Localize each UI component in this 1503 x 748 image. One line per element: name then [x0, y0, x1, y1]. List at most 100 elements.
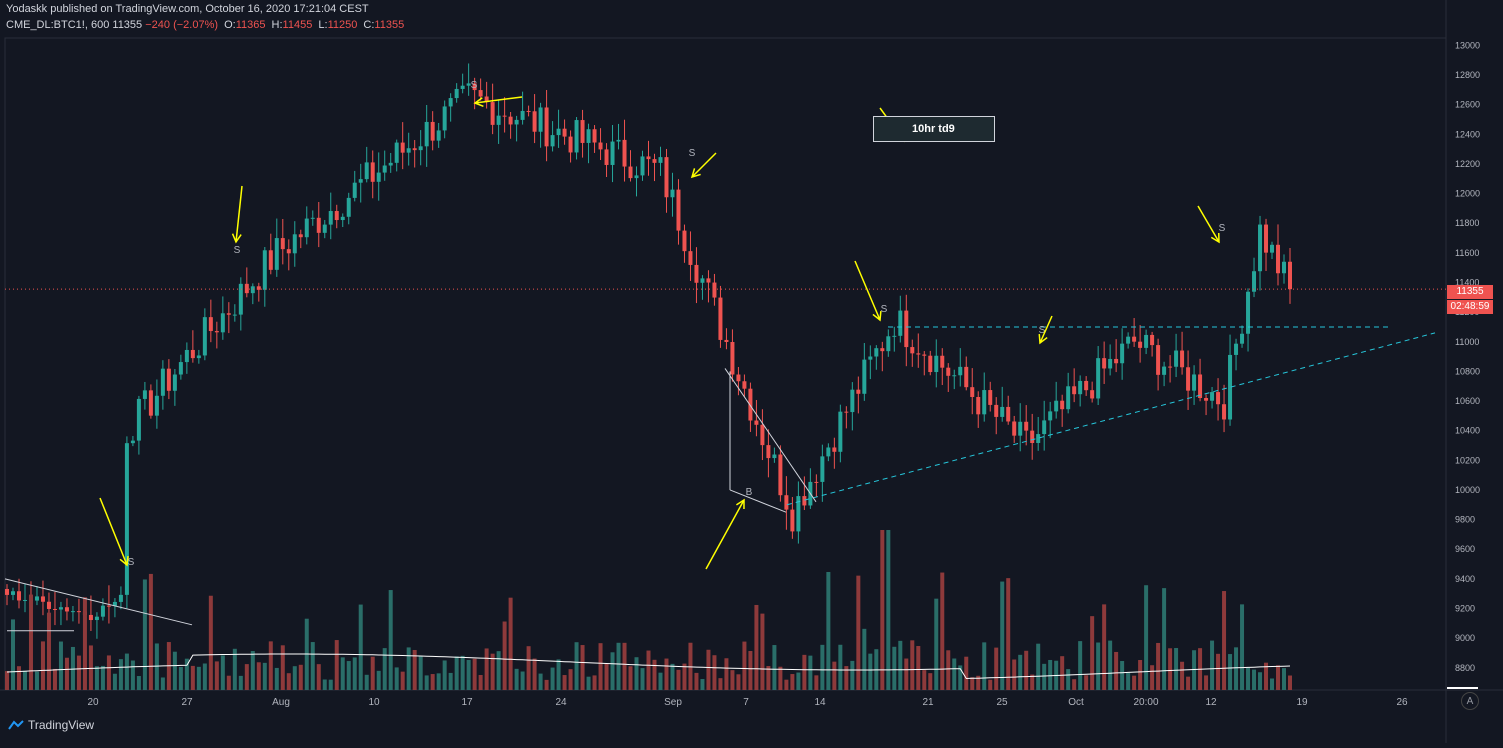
- candle-body: [496, 115, 501, 125]
- candle-body: [262, 250, 267, 290]
- candle-body: [196, 355, 201, 359]
- volume-bar: [946, 650, 951, 690]
- signal-label: S: [234, 245, 241, 256]
- candle-body: [226, 313, 231, 315]
- candle-body: [106, 605, 111, 607]
- y-tick-label: 9800: [1455, 515, 1475, 525]
- volume-bar: [568, 669, 573, 690]
- candle-body: [22, 599, 27, 601]
- yellow-arrow-shaft: [1039, 315, 1053, 344]
- low-value: 11250: [327, 19, 358, 31]
- volume-bar: [394, 667, 399, 690]
- candle-body: [370, 162, 375, 182]
- candle-body: [574, 120, 579, 153]
- candle-body: [532, 111, 537, 132]
- candle-body: [112, 601, 117, 607]
- ohlc-legend: CME_DL:BTC1!, 600 11355 −240 (−2.07%) O:…: [6, 19, 404, 31]
- volume-bar: [1180, 661, 1185, 690]
- candle-body: [1108, 358, 1113, 369]
- candle-body: [52, 608, 57, 610]
- volume-bar: [1258, 672, 1263, 690]
- candle-body: [946, 367, 951, 376]
- volume-bar: [244, 664, 249, 690]
- candle-body: [850, 389, 855, 413]
- volume-bar: [160, 677, 165, 690]
- candle-body: [1246, 291, 1251, 334]
- volume-bar: [112, 673, 117, 690]
- volume-bar: [658, 672, 663, 690]
- volume-bar: [598, 643, 603, 690]
- candle-body: [682, 230, 687, 252]
- volume-bar: [736, 674, 741, 690]
- volume-bar: [262, 662, 267, 690]
- candle-body: [1150, 334, 1155, 346]
- y-tick-label: 11400: [1455, 278, 1479, 288]
- volume-bar: [850, 660, 855, 690]
- volume-bar: [910, 640, 915, 690]
- volume-bar: [520, 671, 525, 690]
- open-value: 11365: [235, 19, 266, 31]
- candle-body: [208, 317, 213, 332]
- volume-bar: [274, 667, 279, 690]
- candle-body: [154, 395, 159, 416]
- volume-bar: [370, 656, 375, 690]
- candle-body: [436, 130, 441, 141]
- volume-bar: [82, 597, 87, 690]
- candle-body: [820, 456, 825, 482]
- volume-bar: [988, 679, 993, 690]
- volume-bar: [1108, 640, 1113, 690]
- auto-scale-button[interactable]: A: [1461, 692, 1479, 710]
- volume-bar: [1012, 659, 1017, 690]
- candle-body: [34, 596, 39, 601]
- volume-bar: [1126, 672, 1131, 690]
- countdown-tag: 02:48:59: [1447, 300, 1493, 314]
- volume-bar: [766, 666, 771, 690]
- volume-bar: [1144, 585, 1149, 690]
- candle-body: [1258, 224, 1263, 272]
- x-tick-label: 25: [996, 697, 1008, 708]
- candle-body: [478, 90, 483, 97]
- candle-body: [364, 162, 369, 180]
- yellow-arrow-head: [872, 310, 882, 322]
- candle-body: [454, 88, 459, 99]
- volume-bar: [310, 642, 315, 690]
- volume-bar: [712, 655, 717, 690]
- candle-body: [556, 128, 561, 136]
- candle-body: [238, 283, 243, 315]
- candle-body: [136, 398, 141, 441]
- volume-bar: [1120, 661, 1125, 690]
- candle-body: [1264, 224, 1269, 253]
- candle-body: [352, 182, 357, 198]
- candle-body: [442, 106, 447, 131]
- volume-bar: [688, 642, 693, 690]
- volume-bar: [1132, 675, 1137, 690]
- volume-bar: [1270, 678, 1275, 690]
- candle-body: [766, 445, 771, 459]
- volume-bar: [724, 658, 729, 690]
- candle-body: [76, 611, 81, 613]
- yellow-arrow-head: [231, 233, 242, 244]
- candle-body: [58, 607, 63, 610]
- candle-body: [1156, 345, 1161, 375]
- x-tick-label: Oct: [1068, 697, 1084, 708]
- candle-body: [268, 250, 273, 270]
- candle-body: [568, 136, 573, 153]
- candle-body: [1192, 374, 1197, 391]
- y-tick-label: 12000: [1455, 189, 1480, 199]
- volume-bar: [34, 671, 39, 690]
- annotation-box[interactable]: 10hr td9: [873, 116, 995, 142]
- candle-body: [520, 110, 525, 120]
- volume-bar: [148, 573, 153, 690]
- volume-bar: [64, 657, 69, 690]
- x-tick-label: 7: [743, 697, 749, 708]
- candle-body: [322, 224, 327, 233]
- volume-bar: [1210, 640, 1215, 690]
- volume-bar: [1174, 648, 1179, 690]
- volume-bar: [1006, 578, 1011, 690]
- candle-body: [214, 331, 219, 333]
- volume-bar: [280, 645, 285, 690]
- candle-body: [256, 286, 261, 290]
- x-tick-label: 26: [1396, 697, 1408, 708]
